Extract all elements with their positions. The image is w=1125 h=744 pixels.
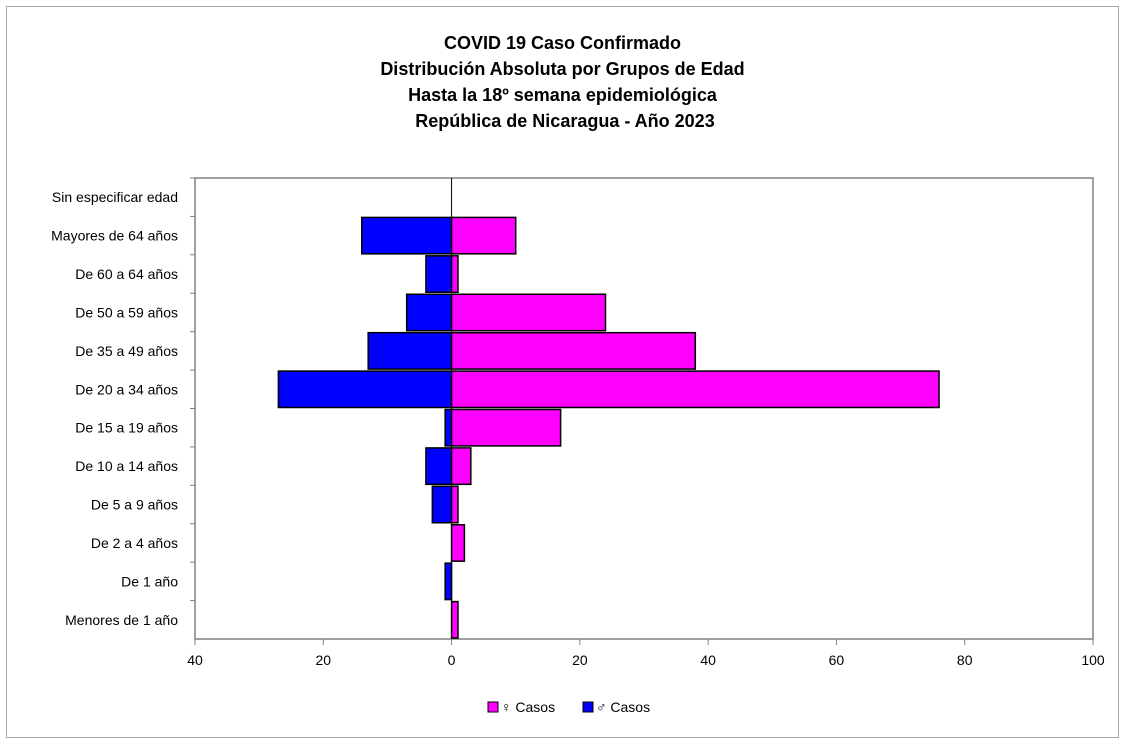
title-line-2: Distribución Absoluta por Grupos de Edad bbox=[380, 59, 745, 79]
bar-male bbox=[361, 216, 453, 255]
category-label: De 60 a 64 años bbox=[75, 266, 178, 282]
x-tick-label: 40 bbox=[700, 652, 716, 668]
category-label: De 50 a 59 años bbox=[75, 304, 178, 320]
category-label: De 5 a 9 años bbox=[91, 497, 178, 513]
bar-female bbox=[450, 370, 940, 409]
bar-female bbox=[450, 600, 459, 639]
x-tick-label: 0 bbox=[448, 652, 456, 668]
category-label: De 10 a 14 años bbox=[75, 458, 178, 474]
bar-male bbox=[277, 370, 453, 409]
x-tick-label: 20 bbox=[572, 652, 588, 668]
plot-area bbox=[194, 177, 1094, 640]
title-line-3: Hasta la 18º semana epidemiológica bbox=[408, 85, 717, 105]
bar-male bbox=[425, 255, 453, 293]
category-label: De 20 a 34 años bbox=[75, 381, 178, 397]
bar-female bbox=[450, 216, 517, 255]
bar-male bbox=[444, 408, 453, 447]
bar-female bbox=[450, 485, 459, 524]
legend-swatch bbox=[487, 701, 499, 713]
x-tick-label: 60 bbox=[829, 652, 845, 668]
x-tick-label: 40 bbox=[187, 652, 203, 668]
chart-title: COVID 19 Caso Confirmado Distribución Ab… bbox=[0, 30, 1125, 134]
category-label: De 15 a 19 años bbox=[75, 420, 178, 436]
bar-female bbox=[450, 447, 472, 486]
title-line-1: COVID 19 Caso Confirmado bbox=[443, 33, 682, 53]
bar-female bbox=[450, 408, 562, 447]
category-label: Sin especificar edad bbox=[52, 189, 178, 205]
bar-female bbox=[450, 524, 466, 562]
bar-male bbox=[405, 293, 453, 332]
bar-female bbox=[450, 331, 697, 370]
category-label: Menores de 1 año bbox=[65, 612, 178, 628]
legend-swatch bbox=[582, 701, 594, 713]
x-tick-label: 20 bbox=[315, 652, 331, 668]
category-label: Mayores de 64 años bbox=[51, 228, 178, 244]
bar-male bbox=[444, 562, 453, 601]
bar-female bbox=[450, 293, 607, 332]
legend-label: ♂ Casos bbox=[596, 699, 650, 715]
category-label: De 2 a 4 años bbox=[91, 535, 178, 551]
category-label: De 1 año bbox=[121, 573, 178, 589]
bar-male bbox=[425, 447, 453, 486]
category-label: De 35 a 49 años bbox=[75, 343, 178, 359]
legend-label: ♀ Casos bbox=[501, 699, 555, 715]
bar-male bbox=[367, 331, 453, 370]
bar-female bbox=[450, 255, 459, 293]
bar-male bbox=[431, 485, 453, 524]
x-tick-label: 100 bbox=[1081, 652, 1105, 668]
x-tick-label: 80 bbox=[957, 652, 973, 668]
title-line-4: República de Nicaragua - Año 2023 bbox=[410, 111, 715, 131]
